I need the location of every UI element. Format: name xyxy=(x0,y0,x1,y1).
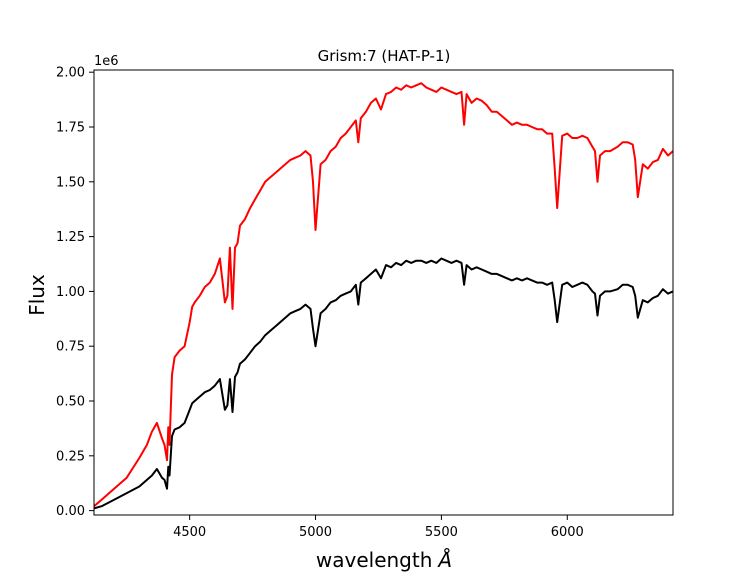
y-axis-multiplier: 1e6 xyxy=(94,54,119,69)
x-axis-ticks: 4500 5000 5500 6000 xyxy=(173,515,584,540)
y-tick-label: 1.00 xyxy=(56,285,85,300)
x-tick-label: 5000 xyxy=(299,525,332,540)
series-line-1 xyxy=(94,257,673,510)
y-tick-label: 0.25 xyxy=(56,449,85,464)
series-layer xyxy=(94,82,673,510)
y-tick-label: 1.25 xyxy=(56,230,85,245)
plot-frame xyxy=(93,69,674,516)
x-axis-unit: Å xyxy=(436,548,452,572)
x-axis-title: wavelength Å xyxy=(316,548,452,572)
x-tick-label: 4500 xyxy=(173,525,206,540)
x-axis-label: wavelength xyxy=(316,548,433,572)
y-axis-title: Flux xyxy=(25,274,49,316)
x-tick-label: 5500 xyxy=(425,525,458,540)
y-tick-label: 0.00 xyxy=(56,504,85,519)
y-tick-label: 0.75 xyxy=(56,340,85,355)
y-tick-label: 0.50 xyxy=(56,395,85,410)
y-tick-label: 2.00 xyxy=(56,66,85,81)
chart-title: Grism:7 (HAT-P-1) xyxy=(318,47,451,65)
y-axis-ticks: 0.00 0.25 0.50 0.75 1.00 1.25 1.50 1.75 2.00 xyxy=(56,66,94,519)
x-tick-label: 6000 xyxy=(551,525,584,540)
series-line-0 xyxy=(94,82,673,507)
y-tick-label: 1.75 xyxy=(56,120,85,135)
y-tick-label: 1.50 xyxy=(56,175,85,190)
plot-area xyxy=(93,69,674,516)
